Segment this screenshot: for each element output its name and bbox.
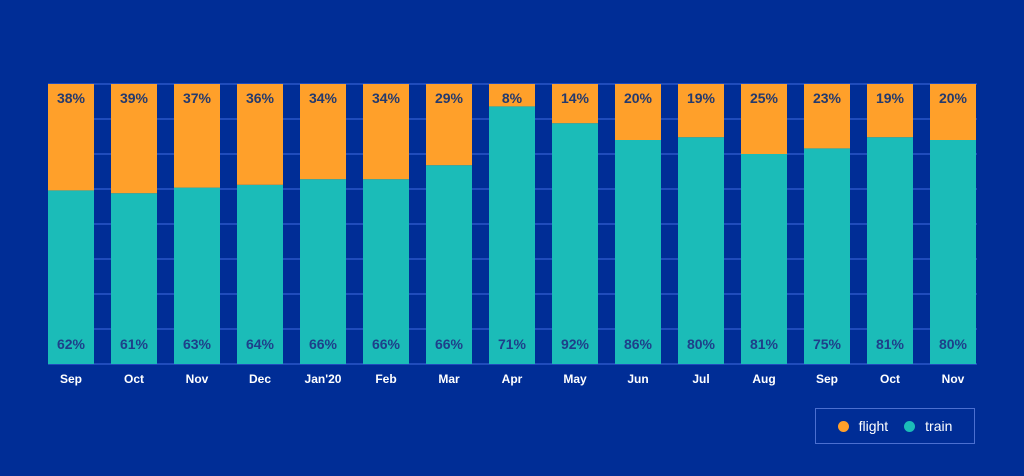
- data-label-train: 75%: [813, 336, 842, 352]
- data-label-train: 66%: [372, 336, 401, 352]
- bar-train: [615, 140, 661, 364]
- legend-swatch-train-icon: [904, 420, 916, 432]
- x-tick-label: Nov: [942, 372, 965, 386]
- data-label-flight: 36%: [246, 90, 275, 106]
- data-label-train: 86%: [624, 336, 653, 352]
- data-label-train: 80%: [687, 336, 716, 352]
- x-tick-label: Mar: [438, 372, 460, 386]
- bar-train: [111, 193, 157, 364]
- data-label-train: 81%: [750, 336, 779, 352]
- bar-flight: [552, 84, 598, 124]
- bar-flight: [174, 84, 220, 188]
- data-label-flight: 8%: [502, 90, 523, 106]
- bar-flight: [678, 84, 724, 138]
- data-label-flight: 34%: [372, 90, 401, 106]
- data-label-flight: 34%: [309, 90, 338, 106]
- x-tick-label: Oct: [124, 372, 144, 386]
- bar-train: [552, 123, 598, 364]
- data-label-flight: 14%: [561, 90, 590, 106]
- x-tick-label: Nov: [186, 372, 209, 386]
- x-tick-label: Dec: [249, 372, 271, 386]
- bar-flight: [867, 84, 913, 138]
- data-label-train: 66%: [309, 336, 338, 352]
- data-label-flight: 29%: [435, 90, 464, 106]
- bar-flight: [804, 84, 850, 149]
- bar-train: [426, 165, 472, 364]
- data-label-train: 66%: [435, 336, 464, 352]
- bar-train: [174, 187, 220, 364]
- bar-train: [804, 148, 850, 364]
- x-tick-label: Apr: [502, 372, 523, 386]
- bar-flight: [363, 84, 409, 180]
- bar-train: [237, 184, 283, 364]
- data-label-train: 71%: [498, 336, 527, 352]
- x-tick-label: Sep: [60, 372, 82, 386]
- bar-train: [678, 137, 724, 364]
- data-label-flight: 19%: [876, 90, 905, 106]
- data-label-flight: 38%: [57, 90, 86, 106]
- data-label-flight: 19%: [687, 90, 716, 106]
- legend-item-flight[interactable]: flight: [837, 418, 889, 434]
- data-label-flight: 23%: [813, 90, 842, 106]
- bar-flight: [426, 84, 472, 166]
- x-tick-label: Jun: [627, 372, 648, 386]
- data-label-train: 81%: [876, 336, 905, 352]
- legend-item-train[interactable]: train: [904, 418, 952, 434]
- data-labels: 38% 62% 39% 61% 37% 63% 36% 64% 34% 66% 34% 66% 29% 6…: [57, 90, 968, 352]
- data-label-flight: 20%: [939, 90, 968, 106]
- x-tick-label: Jan'20: [305, 372, 342, 386]
- legend-label-flight: flight: [858, 418, 889, 434]
- x-tick-label: Oct: [880, 372, 900, 386]
- bar-train: [741, 154, 787, 364]
- legend-label-train: train: [925, 418, 953, 434]
- data-label-train: 64%: [246, 336, 275, 352]
- legend: flight train: [815, 408, 975, 444]
- x-tick-label: Feb: [375, 372, 396, 386]
- data-label-train: 92%: [561, 336, 590, 352]
- x-tick-label: Sep: [816, 372, 838, 386]
- bar-flight: [489, 84, 535, 107]
- data-label-train: 80%: [939, 336, 968, 352]
- bar-flight: [237, 84, 283, 185]
- x-tick-label: Aug: [752, 372, 775, 386]
- data-label-train: 62%: [57, 336, 86, 352]
- x-tick-label: Jul: [692, 372, 709, 386]
- bar-flight: [48, 84, 94, 191]
- x-axis-ticks: Sep Oct Nov Dec Jan'20 Feb Mar Apr May Jun Jul Aug S…: [60, 372, 965, 386]
- bar-train: [867, 137, 913, 364]
- bar-train: [930, 140, 976, 364]
- bar-train: [48, 190, 94, 364]
- x-tick-label: May: [563, 372, 587, 386]
- bar-flight: [930, 84, 976, 140]
- data-label-flight: 25%: [750, 90, 779, 106]
- bar-train: [363, 179, 409, 364]
- data-label-flight: 20%: [624, 90, 653, 106]
- bars: [48, 84, 976, 365]
- bar-flight: [615, 84, 661, 140]
- data-label-train: 63%: [183, 336, 212, 352]
- bar-flight: [741, 84, 787, 154]
- bar-flight: [300, 84, 346, 180]
- bar-flight: [111, 84, 157, 194]
- data-label-flight: 39%: [120, 90, 149, 106]
- data-label-flight: 37%: [183, 90, 212, 106]
- legend-swatch-flight-icon: [837, 420, 849, 432]
- bar-train: [300, 179, 346, 364]
- bar-train: [489, 106, 535, 365]
- data-label-train: 61%: [120, 336, 149, 352]
